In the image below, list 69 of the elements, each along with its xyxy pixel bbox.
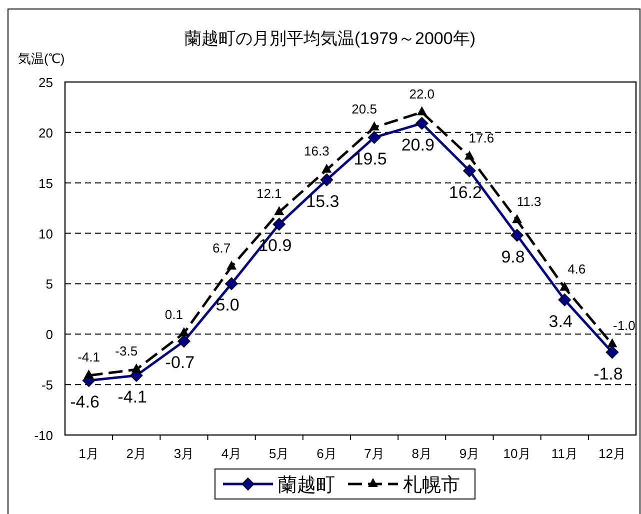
data-label: -4.6 [70, 392, 100, 412]
data-label: 17.6 [468, 130, 494, 146]
point [558, 293, 572, 306]
y-tick-label: 25 [38, 75, 53, 90]
x-tick-label: 6月 [316, 446, 337, 461]
point [463, 164, 476, 178]
data-label: 19.5 [354, 149, 387, 168]
data-label: -3.5 [115, 343, 138, 358]
data-label: 20.9 [401, 135, 434, 154]
x-tick-label: 3月 [174, 446, 194, 461]
data-label: -4.1 [118, 387, 148, 406]
data-label: 20.5 [352, 101, 377, 116]
point [226, 260, 237, 270]
point [178, 334, 190, 348]
x-tick-label: 7月 [364, 446, 384, 461]
point [368, 131, 381, 144]
point [322, 164, 332, 173]
point [131, 363, 142, 372]
data-label: 15.3 [306, 192, 340, 211]
y-tick-label: 10 [38, 226, 53, 242]
legend-label: 蘭越町 [278, 475, 335, 496]
data-label: 6.7 [212, 240, 231, 256]
data-label: -0.7 [165, 353, 195, 372]
x-tick-label: 1月 [78, 446, 99, 461]
x-tick-label: 8月 [412, 446, 432, 461]
point [84, 369, 94, 378]
point [416, 106, 427, 116]
data-label: 12.1 [256, 186, 282, 202]
x-tick-label: 5月 [269, 446, 290, 461]
y-tick-label: 5 [46, 276, 53, 292]
point [510, 228, 524, 242]
point [272, 218, 286, 231]
y-tick-label: -10 [34, 428, 53, 443]
chart-title: 蘭越町の月別平均気温(1979～2000年) [184, 29, 476, 48]
data-label: 5.0 [216, 296, 240, 315]
point [225, 277, 238, 290]
data-label: 3.4 [548, 312, 572, 331]
x-tick-label: 12月 [598, 446, 626, 461]
data-label: 0.1 [164, 307, 183, 322]
x-tick-label: 9月 [459, 446, 480, 461]
point [607, 338, 618, 348]
point [274, 206, 284, 216]
legend-label: 札幌市 [403, 474, 460, 496]
data-label: -4.1 [78, 349, 100, 364]
y-tick-label: 0 [46, 327, 53, 342]
data-label: 9.8 [501, 247, 525, 266]
data-label: -1.8 [594, 364, 623, 384]
y-axis-title: 気温(℃) [18, 51, 65, 66]
point [560, 282, 570, 291]
point [606, 346, 619, 359]
point [320, 173, 334, 186]
x-tick-label: 4月 [221, 446, 242, 461]
x-tick-label: 2月 [126, 446, 146, 461]
data-label: 16.2 [448, 182, 482, 202]
point [512, 214, 522, 224]
data-label: 11.3 [516, 194, 542, 210]
y-tick-label: 15 [38, 176, 53, 191]
point [415, 116, 428, 130]
y-tick-label: 20 [38, 125, 53, 140]
data-label: 16.3 [304, 144, 330, 159]
data-label: 22.0 [409, 86, 435, 102]
x-tick-label: 11月 [551, 446, 578, 461]
point [178, 327, 189, 336]
data-label: -1.0 [613, 318, 636, 334]
point [464, 150, 474, 160]
point [369, 121, 380, 130]
x-tick-label: 10月 [503, 446, 531, 461]
y-tick-label: -5 [41, 378, 53, 393]
data-label: 4.6 [568, 262, 586, 277]
